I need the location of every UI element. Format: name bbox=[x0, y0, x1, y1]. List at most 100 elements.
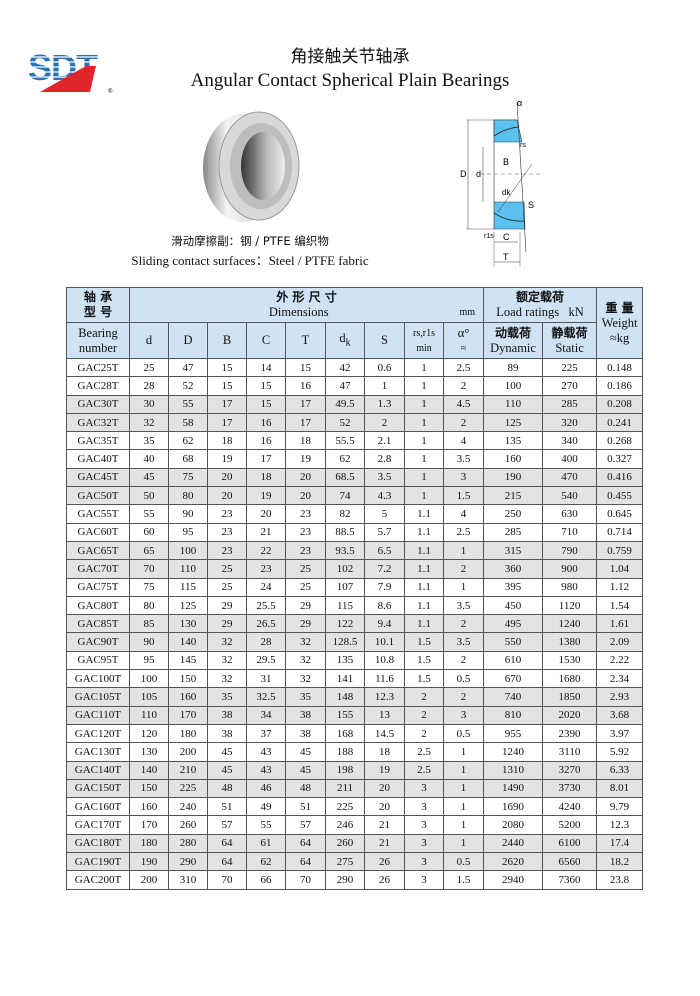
table-row: GAC95T 95 145 32 29.5 32 135 10.8 1.5 2 610 1530 2.2… bbox=[66, 650, 644, 671]
table-cell: 55 bbox=[168, 394, 208, 414]
table-cell: 1530 bbox=[542, 650, 598, 671]
table-cell: 0.148 bbox=[596, 357, 644, 378]
header-load-ratings: 额定载荷 Load ratings kN bbox=[483, 287, 598, 323]
table-cell: 95 bbox=[168, 522, 208, 542]
table-cell: 0.455 bbox=[596, 486, 644, 506]
table-cell: 1 bbox=[404, 412, 444, 433]
table-cell: 2620 bbox=[483, 852, 544, 872]
table-cell: 7.2 bbox=[364, 559, 405, 579]
bearing-number-cell: GAC30T bbox=[66, 394, 130, 414]
bearing-number-cell: GAC32T bbox=[66, 412, 130, 433]
table-cell: 260 bbox=[325, 833, 365, 854]
table-cell: 10.8 bbox=[364, 650, 405, 671]
table-cell: 32 bbox=[207, 669, 247, 689]
table-cell: 1310 bbox=[483, 760, 544, 780]
table-cell: 26 bbox=[364, 852, 405, 872]
label-T: T bbox=[503, 252, 509, 262]
table-cell: 2 bbox=[442, 687, 485, 707]
table-cell: 610 bbox=[483, 650, 544, 671]
table-cell: 670 bbox=[483, 669, 544, 689]
table-cell: 290 bbox=[325, 870, 365, 890]
table-cell: 2.5 bbox=[404, 760, 444, 780]
table-row: GAC30T 30 55 17 15 17 49.5 1.3 1 4.5 110 285 0.208 bbox=[66, 394, 644, 414]
bearing-number-cell: GAC150T bbox=[66, 778, 130, 799]
table-cell: 32 bbox=[285, 669, 326, 689]
table-cell: 190 bbox=[483, 467, 544, 488]
bearing-number-cell: GAC200T bbox=[66, 870, 130, 890]
table-row: GAC140T 140 210 45 43 45 198 19 2.5 1 1310 3270 6.33 bbox=[66, 760, 644, 780]
table-cell: 64 bbox=[207, 833, 247, 854]
bearing-number-cell: GAC140T bbox=[66, 760, 130, 780]
header-d: d bbox=[129, 322, 169, 359]
table-cell: 540 bbox=[542, 486, 598, 506]
table-cell: 190 bbox=[129, 852, 169, 872]
table-cell: 37 bbox=[246, 723, 286, 744]
table-cell: 82 bbox=[325, 504, 365, 524]
table-cell: 46 bbox=[246, 778, 286, 799]
table-cell: 24 bbox=[246, 577, 286, 597]
table-cell: 2940 bbox=[483, 870, 544, 890]
table-cell: 128.5 bbox=[325, 632, 365, 652]
table-cell: 25 bbox=[207, 559, 247, 579]
table-cell: 17 bbox=[285, 394, 326, 414]
label-dk: dk bbox=[502, 188, 511, 197]
table-cell: 3 bbox=[404, 852, 444, 872]
table-cell: 48 bbox=[285, 778, 326, 799]
table-cell: 68 bbox=[168, 449, 208, 469]
table-cell: 18 bbox=[246, 467, 286, 488]
table-cell: 1 bbox=[442, 577, 485, 597]
table-cell: 60 bbox=[129, 522, 169, 542]
table-cell: 1.5 bbox=[442, 486, 485, 506]
table-cell: 50 bbox=[129, 486, 169, 506]
table-cell: 17 bbox=[207, 412, 247, 433]
table-cell: 0.714 bbox=[596, 522, 644, 542]
table-cell: 6560 bbox=[542, 852, 598, 872]
table-cell: 1.5 bbox=[404, 650, 444, 671]
table-cell: 310 bbox=[168, 870, 208, 890]
table-cell: 80 bbox=[168, 486, 208, 506]
table-cell: 32 bbox=[285, 632, 326, 652]
table-cell: 1380 bbox=[542, 632, 598, 652]
table-cell: 100 bbox=[129, 669, 169, 689]
label-D: D bbox=[460, 169, 467, 179]
table-cell: 2440 bbox=[483, 833, 544, 854]
table-cell: 31 bbox=[246, 669, 286, 689]
table-cell: 3 bbox=[404, 797, 444, 817]
table-cell: 29 bbox=[285, 595, 326, 616]
table-cell: 29 bbox=[207, 595, 247, 616]
table-cell: 148 bbox=[325, 687, 365, 707]
table-cell: 2.09 bbox=[596, 632, 644, 652]
table-cell: 1 bbox=[442, 778, 485, 799]
table-cell: 100 bbox=[483, 376, 544, 396]
bearing-number-cell: GAC28T bbox=[66, 376, 130, 396]
table-cell: 25 bbox=[285, 559, 326, 579]
table-cell: 95 bbox=[129, 650, 169, 671]
table-cell: 8.6 bbox=[364, 595, 405, 616]
table-cell: 55 bbox=[246, 815, 286, 835]
table-row: GAC80T 80 125 29 25.5 29 115 8.6 1.1 3.5 450 1120 1.… bbox=[66, 595, 644, 616]
table-cell: 2 bbox=[442, 650, 485, 671]
table-cell: 1 bbox=[442, 742, 485, 762]
table-cell: 3.68 bbox=[596, 705, 644, 725]
table-cell: 23 bbox=[285, 504, 326, 524]
header-D: D bbox=[168, 322, 208, 359]
table-cell: 17 bbox=[246, 449, 286, 469]
table-cell: 200 bbox=[168, 742, 208, 762]
table-cell: 58 bbox=[168, 412, 208, 433]
table-cell: 20 bbox=[207, 467, 247, 488]
table-cell: 200 bbox=[129, 870, 169, 890]
table-cell: 115 bbox=[325, 595, 365, 616]
cross-section-diagram: α rs B D d dk S r1s C T bbox=[460, 98, 540, 267]
table-cell: 5.92 bbox=[596, 742, 644, 762]
table-cell: 2020 bbox=[542, 705, 598, 725]
table-cell: 1 bbox=[404, 394, 444, 414]
label-rs: rs bbox=[520, 142, 526, 149]
table-cell: 43 bbox=[246, 742, 286, 762]
table-cell: 52 bbox=[325, 412, 365, 433]
bearing-number-cell: GAC160T bbox=[66, 797, 130, 817]
table-cell: 5 bbox=[364, 504, 405, 524]
table-cell: 10.1 bbox=[364, 632, 405, 652]
table-cell: 285 bbox=[483, 522, 544, 542]
table-cell: 19 bbox=[246, 486, 286, 506]
table-cell: 280 bbox=[168, 833, 208, 854]
